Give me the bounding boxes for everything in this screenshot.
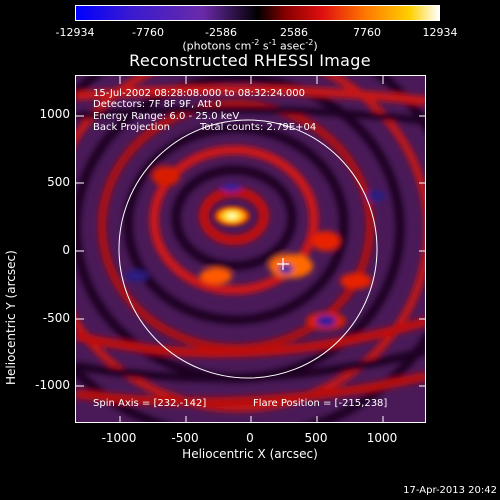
y-tick: 0 [62, 243, 70, 257]
y-tick: -500 [42, 311, 70, 325]
colorbar-tick: -12934 [55, 26, 95, 39]
detectors: Detectors: 7F 8F 9F, Att 0 [93, 99, 222, 110]
y-tick: 500 [47, 175, 70, 189]
total-counts: Total counts: 2.79E+04 [200, 122, 317, 133]
plot-title: Reconstructed RHESSI Image [129, 51, 371, 70]
colorbar-tick: 2586 [280, 26, 308, 39]
timestamp: 17-Apr-2013 20:42 [403, 485, 497, 496]
spin-axis: Spin Axis = [232,-142] [93, 398, 207, 409]
axis-ticks [76, 76, 425, 422]
x-axis-label: Heliocentric X (arcsec) [182, 447, 318, 461]
x-tick: 500 [304, 431, 328, 445]
x-tick: 0 [246, 431, 254, 445]
colorbar-tick: 7760 [353, 26, 381, 39]
fringe-pattern [76, 76, 425, 422]
flare-position-marker [277, 258, 289, 270]
colorbar-units: (photons cm-2 s-1 asec-2) [182, 38, 318, 53]
colorbar [75, 5, 440, 21]
time-range: 15-Jul-2002 08:28:08.000 to 08:32:24.000 [93, 88, 305, 99]
solar-limb [118, 119, 378, 379]
y-axis-label: Heliocentric Y (arcsec) [4, 250, 18, 385]
y-tick: -1000 [35, 378, 70, 392]
colorbar-tick: -2586 [205, 26, 237, 39]
heliocentric-image [76, 76, 425, 422]
image-plot [75, 75, 426, 423]
flare-source [214, 206, 250, 226]
colorbar-tick: -7760 [132, 26, 164, 39]
colorbar-tick: 12934 [422, 26, 458, 39]
flare-position: Flare Position = [-215,238] [253, 398, 388, 409]
method: Back Projection [93, 122, 170, 133]
energy-range: Energy Range: 6.0 - 25.0 keV [93, 111, 240, 122]
y-tick: 1000 [39, 107, 70, 121]
x-tick: -500 [171, 431, 199, 445]
x-tick: 1000 [366, 431, 398, 445]
x-tick: -1000 [101, 431, 137, 445]
